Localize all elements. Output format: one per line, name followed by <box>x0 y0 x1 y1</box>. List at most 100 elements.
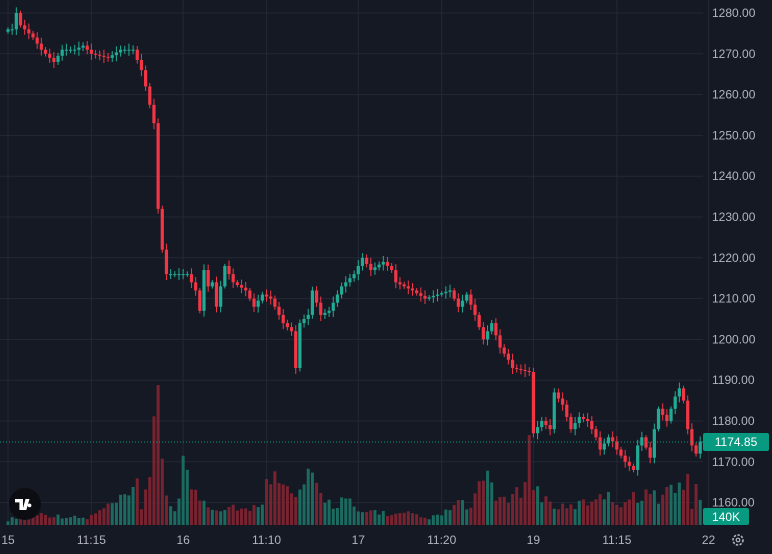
candle <box>302 314 306 328</box>
volume-bar <box>536 486 540 525</box>
candle <box>469 289 473 310</box>
candle-body <box>210 282 214 287</box>
volume-bar <box>39 513 43 525</box>
candle <box>681 385 686 404</box>
candle-body <box>440 293 444 295</box>
volume-bar <box>686 473 690 525</box>
candle <box>485 325 490 346</box>
candle <box>210 280 214 289</box>
volume-bar <box>152 416 156 525</box>
volume-bar <box>677 482 681 525</box>
candle <box>427 295 431 301</box>
volume-bar <box>698 499 702 525</box>
volume-bar <box>657 503 661 525</box>
volume-bar <box>436 514 440 525</box>
candle-body <box>156 123 160 209</box>
volume-bar <box>10 517 14 525</box>
candle-body <box>48 53 52 58</box>
volume-bar <box>581 499 585 525</box>
candle-body <box>644 437 648 448</box>
candle <box>148 82 152 109</box>
candle-body <box>523 370 527 372</box>
candle-body <box>531 372 536 434</box>
volume-bar <box>694 484 698 525</box>
candle <box>352 270 356 282</box>
candle-body <box>131 49 135 51</box>
candle <box>323 308 327 319</box>
price-axis[interactable]: 1160.00 1170.00 1180.00 1190.00 1200.00 1210.… <box>712 6 756 510</box>
volume-bar <box>627 499 631 525</box>
candle <box>327 306 331 317</box>
volume-bar <box>265 479 269 525</box>
candle-body <box>306 314 310 319</box>
volume-bar <box>348 498 352 525</box>
candle-body <box>410 288 415 291</box>
candle-body <box>506 353 510 360</box>
candle-body <box>652 429 656 458</box>
volume-bar <box>648 494 652 525</box>
candle <box>565 400 569 422</box>
volume-bar <box>569 504 573 525</box>
volume-bar <box>548 501 552 525</box>
candle-body <box>398 282 402 285</box>
volume-bar <box>202 500 206 525</box>
candle-body <box>302 319 306 324</box>
volume-bar <box>81 517 85 525</box>
gear-icon-center <box>735 537 741 543</box>
candle-body <box>552 392 556 430</box>
volume-bar <box>52 517 56 525</box>
tradingview-logo[interactable] <box>9 488 41 520</box>
candle <box>319 296 323 322</box>
volume-bar <box>285 486 289 525</box>
candle-body <box>590 421 594 430</box>
candle-body <box>252 298 256 307</box>
candle <box>515 364 519 373</box>
candle <box>43 46 48 57</box>
candle <box>252 293 256 312</box>
candle <box>502 344 506 358</box>
candle-body <box>356 265 360 275</box>
candle <box>490 319 494 335</box>
candle-body <box>135 49 139 60</box>
volume-bar <box>415 514 419 525</box>
volume-bar <box>119 494 123 525</box>
candle-body <box>565 404 569 417</box>
candle <box>227 260 231 280</box>
candle-body <box>381 261 385 265</box>
candle <box>81 42 85 52</box>
candle <box>369 257 373 277</box>
candle <box>410 283 415 296</box>
settings-button[interactable] <box>732 534 744 546</box>
candle-body <box>340 286 344 295</box>
price-tick-label: 1160.00 <box>712 496 755 510</box>
candle-body <box>611 437 615 442</box>
candle-body <box>577 416 581 424</box>
candle-body <box>369 263 373 271</box>
candle-body <box>223 265 227 287</box>
volume-bar <box>73 515 77 525</box>
volume-bar <box>365 512 369 525</box>
volume-bar <box>531 490 535 525</box>
volume-bar <box>210 509 214 525</box>
last-volume-label: 140K <box>712 510 740 524</box>
time-axis[interactable]: 15 11:15 16 11:10 17 11:20 19 11:15 22 <box>1 533 715 547</box>
candle-body <box>694 445 698 454</box>
candle <box>381 255 385 271</box>
volume-bar <box>227 506 231 525</box>
volume-bar <box>636 503 640 525</box>
candle-body <box>435 294 440 296</box>
volume-bar <box>310 472 314 525</box>
volume-bar <box>469 507 473 525</box>
volume-bar <box>135 478 139 525</box>
volume-bar <box>294 497 298 525</box>
price-tick-label: 1170.00 <box>712 455 755 469</box>
volume-bar <box>473 493 477 525</box>
candle-body <box>394 270 398 283</box>
candle-body <box>360 257 365 266</box>
candle <box>636 439 640 476</box>
candle <box>623 449 627 468</box>
candle <box>289 322 294 336</box>
candle-body <box>264 294 269 297</box>
candle <box>494 318 498 341</box>
